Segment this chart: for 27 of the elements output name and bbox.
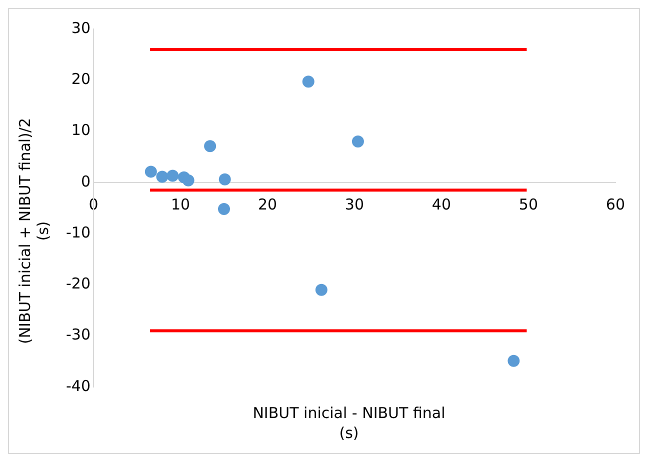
- x-tick-label: 20: [258, 195, 278, 214]
- point: [315, 284, 328, 296]
- x-tick-label: 60: [606, 195, 626, 214]
- y-axis-title: (NIBUT inicial + NIBUT final)/2 (s): [16, 118, 52, 344]
- point: [204, 140, 216, 152]
- point: [182, 174, 194, 186]
- y-tick-label: -10: [66, 223, 90, 242]
- x-tick-label: 10: [170, 195, 190, 214]
- point: [302, 76, 314, 88]
- y-tick-label: -30: [66, 326, 90, 344]
- y-tick-label: -40: [66, 376, 90, 395]
- x-tick-label: 30: [344, 195, 364, 214]
- point: [144, 166, 157, 178]
- point: [508, 354, 520, 367]
- x-tick-label: 50: [518, 195, 538, 214]
- y-tick-label: 10: [71, 121, 90, 140]
- x-tick-label: 40: [432, 195, 452, 214]
- x-axis-title: NIBUT inicial - NIBUT final (s): [252, 403, 446, 443]
- y-tick-label: 0: [80, 172, 90, 190]
- point: [352, 136, 364, 148]
- point: [218, 173, 231, 186]
- y-tick-label: -20: [66, 274, 90, 293]
- point: [156, 170, 168, 183]
- point: [166, 170, 179, 182]
- y-tick-label: 30: [71, 18, 90, 37]
- point: [218, 203, 230, 216]
- y-tick-label: 20: [71, 70, 90, 88]
